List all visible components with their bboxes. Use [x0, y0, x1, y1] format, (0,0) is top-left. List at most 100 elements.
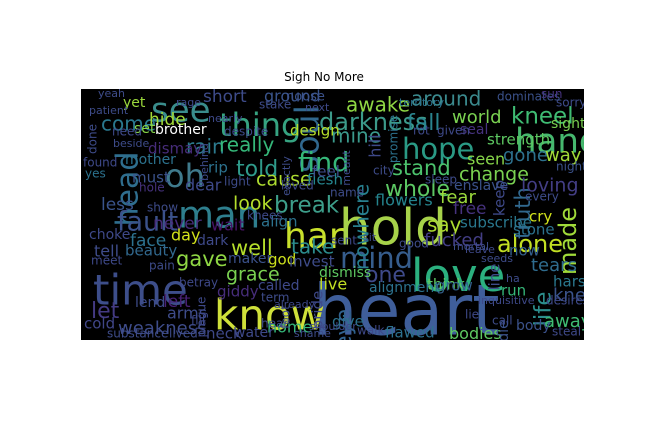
- word-stone: stone: [513, 221, 555, 239]
- word-die: die: [496, 320, 512, 340]
- word-short: short: [203, 89, 247, 107]
- word-neck: neck: [206, 325, 242, 341]
- word-exactly: exactly: [280, 156, 293, 196]
- word-must: must: [132, 169, 170, 187]
- word-think: think: [427, 276, 465, 294]
- word-cloud: heartholdloveknowtimemanharseehandsoulth…: [81, 89, 584, 340]
- word-never: never: [153, 214, 202, 234]
- word-oh: oh: [165, 157, 205, 195]
- word-seal: seal: [460, 122, 488, 138]
- word-invest: invest: [289, 253, 335, 271]
- word-given: given: [437, 124, 470, 138]
- word-well: well: [231, 236, 273, 260]
- word-give: give: [332, 313, 364, 331]
- word-line: line: [486, 263, 504, 290]
- word-say: say: [427, 213, 462, 237]
- word-fault: fault: [117, 207, 178, 238]
- word-yet: yet: [123, 95, 146, 111]
- word-love: love: [411, 249, 505, 302]
- word-hole: hole: [139, 181, 165, 195]
- word-fear: fear: [440, 187, 476, 208]
- word-sorry: sorry: [556, 96, 584, 110]
- word-man: man: [178, 194, 260, 237]
- word-fall: fall: [407, 111, 440, 136]
- word-meet: meet: [91, 254, 122, 268]
- word-life: life: [531, 291, 557, 326]
- word-loved: loved: [281, 179, 314, 193]
- word-dismiss: dismiss: [319, 265, 371, 281]
- word-flawed: flawed: [385, 324, 435, 341]
- word-whole: whole: [385, 177, 450, 202]
- word-thing: thing: [219, 106, 301, 144]
- word-tell: tell: [94, 242, 119, 261]
- word-fill: fill: [191, 314, 205, 328]
- word-substance: substance: [107, 327, 168, 341]
- word-term: term: [261, 291, 290, 305]
- word-harsh: harsh: [553, 273, 584, 291]
- word-rain: rain: [186, 135, 225, 159]
- word-soul: soul: [288, 105, 327, 172]
- word-gave: gave: [176, 247, 228, 271]
- word-shame: shame: [294, 327, 331, 340]
- word-ground: ground: [264, 89, 321, 106]
- word-behind: behind: [198, 143, 211, 181]
- word-feel: feel: [312, 163, 340, 181]
- word-align: align: [261, 213, 298, 231]
- word-around: around: [411, 89, 481, 111]
- word-bodies: bodies: [449, 324, 502, 340]
- word-flowers: flowers: [375, 191, 433, 210]
- word-time: time: [93, 266, 188, 315]
- word-god: god: [268, 251, 296, 269]
- word-kneel: kneel: [511, 104, 574, 130]
- word-hear: hear: [261, 317, 288, 331]
- word-look: look: [233, 193, 273, 215]
- word-shoulder: shoulder: [309, 320, 357, 333]
- word-brother: brother: [155, 122, 207, 138]
- word-body: body: [516, 318, 551, 334]
- word-sight: sight: [551, 116, 584, 132]
- word-enslave: enslave: [454, 178, 508, 194]
- word-pain: pain: [149, 259, 175, 273]
- word-subscribe: subscribe: [460, 214, 532, 232]
- word-lend: lend: [135, 295, 165, 311]
- word-promise: promise: [387, 115, 401, 163]
- word-know: know: [214, 291, 325, 340]
- word-darkness: darkness: [319, 108, 428, 136]
- word-mortal: mortal: [453, 240, 489, 253]
- word-really: really: [219, 133, 274, 157]
- word-cloud-background: [81, 89, 584, 340]
- word-dear: dear: [185, 176, 222, 195]
- word-giddy: giddy: [217, 283, 259, 301]
- word-see: see: [151, 91, 211, 131]
- word-mine: mine: [331, 124, 381, 148]
- word-night: night: [556, 160, 584, 174]
- word-walk: walk: [357, 324, 385, 338]
- word-take: take: [291, 235, 334, 259]
- word-face: face: [130, 231, 166, 251]
- word-call: call: [492, 314, 513, 328]
- word-seeds: seeds: [481, 252, 513, 265]
- word-left: left: [163, 292, 191, 312]
- word-sun: sun: [541, 89, 562, 101]
- word-wait: wait: [211, 216, 245, 235]
- word-lived: lived: [169, 327, 198, 341]
- word-plague: plague: [195, 297, 209, 338]
- word-rip: rip: [208, 159, 228, 177]
- word-pride: pride: [309, 291, 327, 330]
- word-nearly: nearly: [208, 112, 243, 125]
- word-beauty: beauty: [125, 242, 177, 260]
- word-territory: territory: [399, 96, 445, 109]
- word-alignment: alignment: [369, 280, 440, 296]
- word-way: way: [545, 145, 582, 166]
- word-told: told: [236, 157, 278, 182]
- word-despite: despite: [224, 125, 268, 139]
- word-made: made: [554, 207, 582, 275]
- word-yeah: yeah: [98, 89, 125, 100]
- word-world: world: [452, 107, 502, 128]
- word-good: good: [399, 237, 429, 251]
- word-hand: hand: [515, 122, 584, 162]
- word-truth: truth: [511, 187, 535, 239]
- word-har: har: [284, 216, 344, 257]
- word-hide: hide: [149, 110, 186, 130]
- word-keep: keep: [491, 180, 509, 216]
